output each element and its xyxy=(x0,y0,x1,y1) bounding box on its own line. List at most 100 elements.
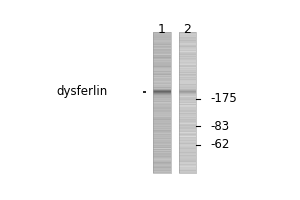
Bar xyxy=(153,35,171,36)
Bar xyxy=(179,150,196,151)
Bar xyxy=(153,93,171,94)
Bar xyxy=(153,59,171,60)
Bar xyxy=(153,39,171,40)
Bar xyxy=(179,171,196,172)
Bar xyxy=(153,53,171,54)
Bar xyxy=(153,115,171,116)
Bar xyxy=(153,154,171,155)
Bar xyxy=(153,125,171,126)
Bar xyxy=(179,162,196,163)
Bar xyxy=(179,170,196,171)
Bar xyxy=(179,112,196,113)
Bar xyxy=(153,46,171,47)
Bar xyxy=(153,56,171,57)
Bar xyxy=(179,151,196,152)
Bar xyxy=(153,170,171,171)
Bar xyxy=(179,50,196,51)
Bar xyxy=(153,133,171,134)
Bar xyxy=(179,119,196,120)
Bar xyxy=(153,172,171,173)
Bar xyxy=(153,83,171,84)
Bar xyxy=(153,147,171,148)
Bar xyxy=(179,161,196,162)
Bar xyxy=(153,158,171,159)
Bar xyxy=(153,37,171,38)
Bar xyxy=(179,132,196,133)
Bar xyxy=(179,65,196,66)
Bar xyxy=(153,84,171,85)
Bar xyxy=(179,36,196,37)
Bar xyxy=(179,149,196,150)
Bar xyxy=(179,167,196,168)
Bar xyxy=(179,74,196,75)
Bar xyxy=(153,146,171,147)
Bar xyxy=(179,45,196,46)
Bar xyxy=(179,48,196,49)
Bar xyxy=(153,95,171,96)
Bar xyxy=(153,156,171,157)
Bar xyxy=(153,109,171,110)
Bar xyxy=(153,155,171,156)
Bar xyxy=(153,160,171,161)
Bar xyxy=(179,155,196,156)
Bar xyxy=(179,172,196,173)
Bar xyxy=(179,101,196,102)
Bar xyxy=(153,162,171,163)
Bar xyxy=(153,171,171,172)
Bar xyxy=(179,153,196,154)
Bar xyxy=(179,75,196,76)
Bar xyxy=(153,134,171,135)
Bar xyxy=(179,69,196,70)
Bar xyxy=(153,120,171,121)
Bar xyxy=(153,36,171,37)
Bar xyxy=(153,116,171,117)
Bar xyxy=(179,46,196,47)
Bar xyxy=(153,74,171,75)
Bar xyxy=(179,84,196,85)
Bar xyxy=(179,146,196,147)
Bar xyxy=(179,54,196,55)
Bar xyxy=(179,38,196,39)
Bar xyxy=(153,105,171,106)
Bar xyxy=(153,85,171,86)
Bar xyxy=(179,139,196,140)
Bar xyxy=(179,113,196,114)
Bar xyxy=(153,89,171,90)
Bar xyxy=(179,138,196,139)
Bar xyxy=(153,161,171,162)
Bar xyxy=(153,91,171,92)
Bar xyxy=(179,92,196,93)
Bar xyxy=(179,90,196,91)
Bar xyxy=(153,110,171,111)
Bar xyxy=(153,165,171,166)
Bar xyxy=(153,66,171,67)
Bar xyxy=(179,62,196,63)
Bar xyxy=(153,34,171,35)
Text: 1: 1 xyxy=(158,23,166,36)
Bar xyxy=(153,78,171,79)
Bar xyxy=(179,105,196,106)
Bar xyxy=(153,141,171,142)
Bar xyxy=(153,94,171,95)
Bar xyxy=(153,81,171,82)
Bar xyxy=(179,154,196,155)
Bar xyxy=(153,64,171,65)
Bar xyxy=(179,159,196,160)
Bar xyxy=(179,106,196,107)
Bar xyxy=(153,80,171,81)
Bar xyxy=(153,122,171,123)
Bar xyxy=(153,102,171,103)
Bar xyxy=(179,107,196,108)
Bar xyxy=(179,39,196,40)
Bar xyxy=(179,126,196,127)
Bar xyxy=(153,151,171,152)
Bar xyxy=(179,44,196,45)
Bar xyxy=(179,98,196,99)
Bar xyxy=(179,86,196,87)
Bar xyxy=(153,117,171,118)
Bar xyxy=(179,61,196,62)
Bar xyxy=(179,156,196,157)
Text: -83: -83 xyxy=(211,120,230,133)
Bar xyxy=(179,102,196,103)
Bar xyxy=(153,49,171,50)
